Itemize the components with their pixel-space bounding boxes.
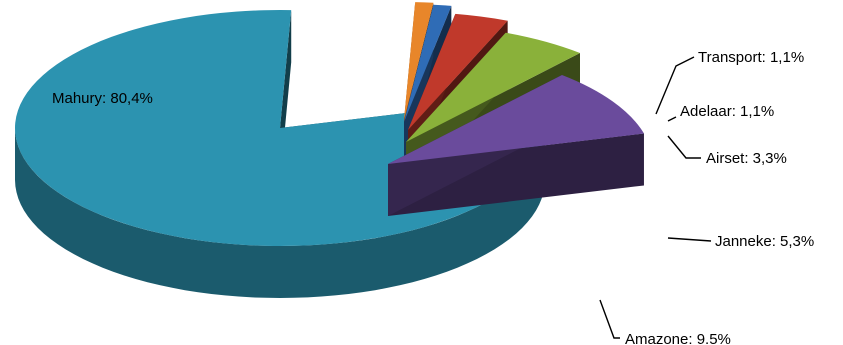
leader-line-amazone bbox=[599, 299, 620, 339]
data-label-transport: Transport: 1,1% bbox=[698, 49, 804, 66]
slice-side bbox=[15, 128, 545, 298]
leader-line-transport bbox=[655, 56, 695, 115]
leader-line-airset bbox=[667, 135, 701, 159]
slice-top bbox=[388, 75, 644, 164]
data-label-janneke: Janneke: 5,3% bbox=[715, 233, 814, 250]
pie-slice-amazone bbox=[388, 74, 644, 217]
pie-slices bbox=[15, 2, 644, 298]
data-labels: Mahury: 80,4% Transport: 1,1% Adelaar: 1,1… bbox=[52, 49, 814, 345]
slice-top bbox=[404, 2, 434, 121]
slice-top bbox=[406, 32, 580, 143]
slice-wall bbox=[388, 133, 644, 216]
data-label-adelaar: Adelaar: 1,1% bbox=[680, 103, 774, 120]
data-label-mahury: Mahury: 80,4% bbox=[52, 90, 153, 107]
data-label-amazone: Amazone: 9.5% bbox=[625, 331, 731, 345]
leader-line-janneke bbox=[667, 237, 712, 242]
leader-line-adelaar bbox=[667, 116, 677, 122]
slice-top bbox=[404, 4, 452, 123]
slice-top bbox=[408, 13, 508, 130]
data-label-airset: Airset: 3,3% bbox=[706, 150, 787, 167]
